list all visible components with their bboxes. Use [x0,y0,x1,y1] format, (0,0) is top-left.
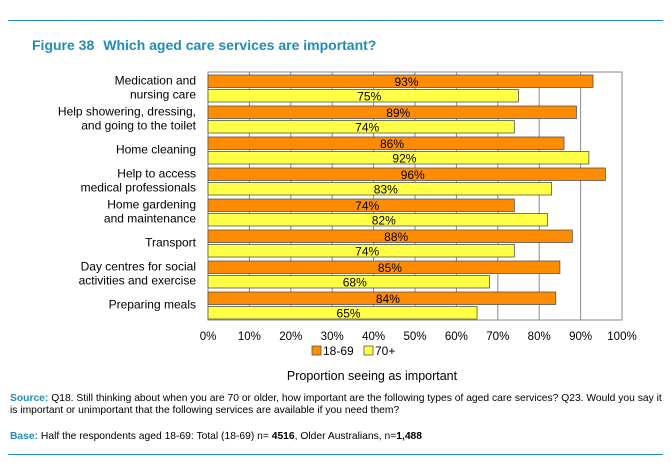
figure-title: Figure 38 Which aged care services are im… [32,37,376,53]
base-n2: 1,488 [396,431,423,442]
bar-70+ [207,275,490,289]
category-label: Preparing meals [109,298,196,312]
category-label-line: Medication and [115,74,196,88]
base-n1: 4516 [271,431,295,442]
bar-70+ [207,89,519,103]
data-label: 68% [343,276,367,290]
category-label: Help showering, dressing, and going to th… [58,105,197,133]
base-text-2: , Older Australians, n= [294,431,397,442]
category-label-line: nursing care [130,88,196,102]
data-label: 74% [355,199,379,213]
bar-18-69 [207,198,515,212]
data-label: 88% [384,230,408,244]
x-tick-label: 50% [403,331,426,343]
category-label: Transport [145,236,197,250]
data-label: 74% [355,245,379,259]
figure-title-text: Which aged care services are important? [103,37,377,53]
category-label-line: Preparing meals [109,298,196,312]
x-tick-labels: 0% 10% 20% 30% 40% 50% 60% 70% 80% 90% 100% [200,331,637,343]
category-label-line: and going to the toilet [81,119,196,133]
x-tick-label: 10% [238,331,261,343]
bar-18-69 [207,260,561,274]
base-label: Base: [10,431,39,442]
top-rule [8,20,663,21]
x-tick-label: 60% [445,331,468,343]
source-label: Source: [10,393,49,404]
data-label: 65% [337,307,361,321]
legend: 18-69 70+ [311,344,395,358]
bar-18-69 [207,167,606,181]
legend-label-70+: 70+ [375,344,395,358]
bars: 93%75%89%74%86%92%96%83%74%82%88%74%85%6… [207,74,606,321]
x-tick-label: 40% [362,331,385,343]
data-label: 93% [394,75,418,89]
bar-70+ [207,213,548,227]
bar-18-69 [207,136,565,150]
category-label: Home cleaning [116,143,196,157]
bottom-rule [8,454,663,455]
data-label: 96% [401,168,425,182]
category-labels: Medication and nursing care Help showering… [58,74,197,312]
bar-70+ [207,120,515,134]
x-tick-label: 30% [321,331,344,343]
figure-number: Figure 38 [32,37,95,53]
category-label-line: Home gardening [107,198,196,212]
category-label: Medication and nursing care [115,74,197,102]
bar-chart: 93%75%89%74%86%92%96%83%74%82%88%74%85%6… [58,71,637,383]
x-axis-label: Proportion seeing as important [287,369,458,383]
bar-70+ [207,182,553,196]
base-note: Base: Half the respondents aged 18-69: T… [10,431,665,443]
bar-18-69 [207,74,594,88]
legend-label-18-69: 18-69 [323,344,354,358]
legend-swatch-18-69 [311,345,322,356]
x-tick-label: 80% [528,331,551,343]
data-label: 83% [374,183,398,197]
bar-70+ [207,151,590,165]
base-text-1: Half the respondents aged 18-69: Total (… [40,431,272,442]
legend-swatch-70+ [363,345,374,356]
x-tick-label: 100% [607,331,636,343]
data-label: 85% [378,261,402,275]
source-text: Q18. Still thinking about when you are 7… [10,393,662,416]
category-label-line: and maintenance [104,212,196,226]
category-label-line: Help to access [117,167,196,181]
data-label: 89% [386,106,410,120]
source-note: Source: Q18. Still thinking about when y… [10,393,665,417]
data-label: 84% [376,292,400,306]
category-label-line: Day centres for social [81,260,196,274]
data-label: 86% [380,137,404,151]
category-label: Day centres for social activities and exe… [79,260,197,288]
bar-70+ [207,244,515,258]
data-label: 75% [357,90,381,104]
category-label-line: Help showering, dressing, [58,105,196,119]
category-label: Help to access medical professionals [81,167,196,195]
bar-70+ [207,306,478,320]
x-tick-label: 90% [569,331,592,343]
category-label: Home gardening and maintenance [104,198,196,226]
bar-18-69 [207,105,577,119]
category-label-line: Home cleaning [116,143,196,157]
bar-18-69 [207,291,557,305]
x-tick-label: 70% [486,331,509,343]
x-tick-label: 0% [200,331,217,343]
x-tick-label: 20% [279,331,302,343]
category-label-line: medical professionals [81,181,196,195]
category-label-line: activities and exercise [79,274,197,288]
bar-18-69 [207,229,573,243]
data-label: 92% [392,152,416,166]
data-label: 82% [372,214,396,228]
category-label-line: Transport [145,236,197,250]
data-label: 74% [355,121,379,135]
